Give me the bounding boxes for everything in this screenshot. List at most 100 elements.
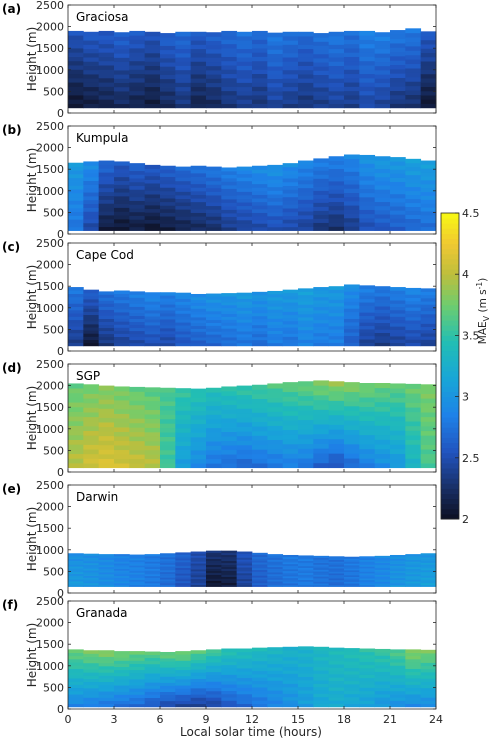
heatmap-cell <box>114 53 130 58</box>
heatmap-cell <box>359 322 376 327</box>
heatmap-cell <box>405 218 422 223</box>
heatmap-cell <box>160 697 176 702</box>
heatmap-cell <box>390 690 406 695</box>
heatmap-cell <box>405 557 422 560</box>
heatmap-cell <box>282 401 299 407</box>
y-axis-label: Height (m) <box>25 148 39 213</box>
heatmap-cell <box>68 652 84 657</box>
heatmap-cell <box>374 214 391 219</box>
heatmap-cell <box>267 406 284 412</box>
heatmap-cell <box>206 566 222 569</box>
heatmap-cell <box>298 419 314 425</box>
x-tick-label: 3 <box>111 713 118 726</box>
heatmap-cell <box>359 217 376 223</box>
heatmap-cell <box>221 431 238 437</box>
heatmap-cell <box>68 73 84 79</box>
heatmap-cell <box>129 196 146 201</box>
heatmap-cell <box>206 103 222 109</box>
heatmap-cell <box>252 703 268 708</box>
heatmap-cell <box>221 562 238 566</box>
heatmap-cell <box>144 436 161 442</box>
heatmap-cell <box>313 74 330 80</box>
heatmap-cell <box>83 192 100 197</box>
heatmap-cell <box>114 302 130 307</box>
heatmap-cell <box>405 572 422 575</box>
heatmap-cell <box>298 48 314 54</box>
heatmap-cell <box>313 574 330 577</box>
heatmap-cell <box>313 453 330 459</box>
heatmap-cell <box>236 687 253 692</box>
heatmap-cell <box>420 435 437 441</box>
heatmap-cell <box>282 396 299 402</box>
heatmap-cell <box>236 426 253 432</box>
heatmap-cell <box>374 299 391 304</box>
heatmap-cell <box>68 584 84 587</box>
heatmap-cell <box>160 670 176 674</box>
heatmap-cell <box>267 179 284 184</box>
heatmap-cell <box>83 555 100 558</box>
heatmap-cell <box>144 304 161 308</box>
heatmap-cell <box>175 561 192 565</box>
heatmap-cell <box>267 392 284 398</box>
heatmap-cell <box>328 696 345 701</box>
heatmap-cell <box>298 191 314 196</box>
heatmap-cell <box>129 454 146 460</box>
colorbar-segment <box>441 391 459 398</box>
heatmap-cell <box>160 562 176 565</box>
heatmap-cell <box>98 52 115 57</box>
heatmap-cell <box>114 184 130 189</box>
heatmap-cell <box>175 295 192 299</box>
heatmap-cell <box>190 423 207 429</box>
heatmap-cell <box>175 397 192 402</box>
heatmap-cell <box>144 566 161 569</box>
heatmap-cell <box>405 671 422 676</box>
colorbar-frame <box>440 212 460 520</box>
heatmap-cell <box>267 660 284 665</box>
heatmap-cell <box>313 316 330 321</box>
heatmap-cell <box>236 313 253 317</box>
heatmap-cell <box>344 48 360 53</box>
heatmap-cell <box>221 310 238 315</box>
heatmap-cell <box>267 226 284 231</box>
heatmap-cell <box>420 665 437 670</box>
heatmap-cell <box>390 210 406 215</box>
heatmap-cell <box>236 74 253 79</box>
heatmap-cell <box>267 402 284 408</box>
heatmap-cell <box>344 680 360 685</box>
heatmap-cell <box>206 173 222 178</box>
heatmap-cell <box>298 40 314 45</box>
heatmap-cell <box>282 569 299 572</box>
heatmap-cell <box>252 327 268 332</box>
heatmap-cell <box>282 90 299 96</box>
y-tick-label: 1500 <box>36 401 64 414</box>
heatmap-cell <box>221 427 238 432</box>
heatmap-cell <box>282 700 299 704</box>
heatmap-cell <box>282 565 299 568</box>
heatmap-cell <box>160 661 176 665</box>
heatmap-cell <box>405 158 422 164</box>
colorbar-label: MAEV (m s-1) <box>475 278 491 344</box>
heatmap-cell <box>313 182 330 187</box>
heatmap-cell <box>68 562 84 565</box>
heatmap-cell <box>252 35 268 40</box>
colorbar-label-exp: -1 <box>475 282 484 290</box>
heatmap-cell <box>175 74 192 79</box>
heatmap-cell <box>160 330 176 335</box>
heatmap-cell <box>405 50 422 56</box>
heatmap-cell <box>236 561 253 564</box>
heatmap-cell <box>206 180 222 185</box>
heatmap-cell <box>190 319 207 324</box>
heatmap-cell <box>374 439 391 445</box>
heatmap-cell <box>98 390 115 396</box>
heatmap-cell <box>298 562 314 565</box>
heatmap-cell <box>282 429 299 435</box>
heatmap-cell <box>359 425 376 431</box>
heatmap-cell <box>144 577 161 580</box>
heatmap-cell <box>344 205 360 210</box>
heatmap-cell <box>267 677 284 681</box>
heatmap-cell <box>114 449 130 455</box>
heatmap-cell <box>405 665 422 669</box>
heatmap-cell <box>206 219 222 224</box>
heatmap-cell <box>114 575 130 578</box>
heatmap-cell <box>160 336 176 341</box>
